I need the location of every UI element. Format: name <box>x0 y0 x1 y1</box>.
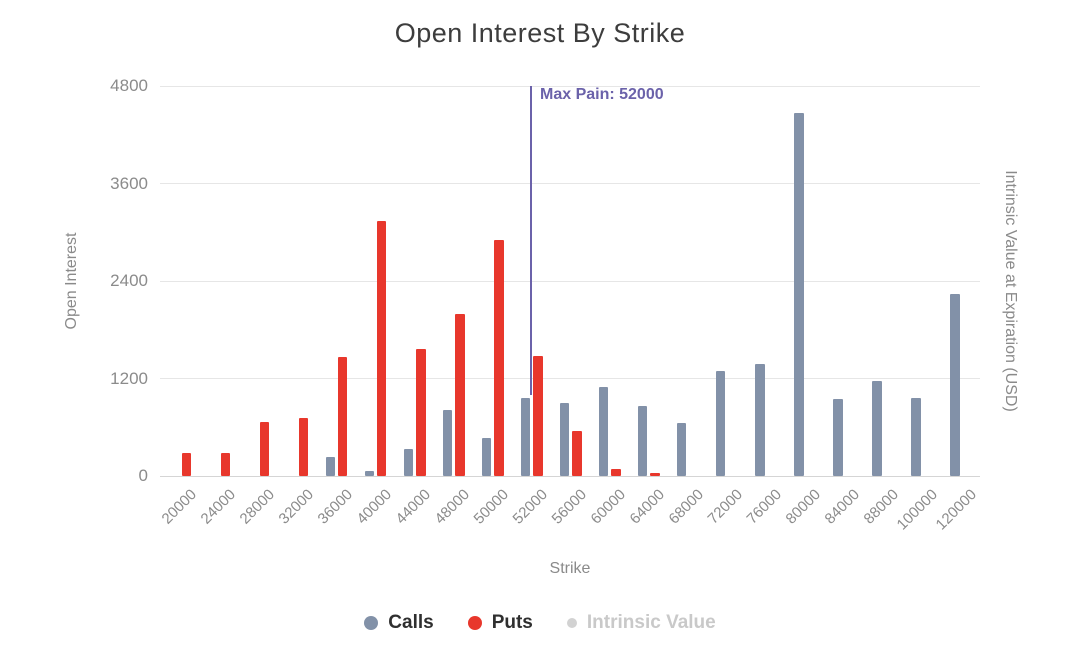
max-pain-line <box>529 86 532 395</box>
x-axis-tick-label: 32000 <box>275 486 317 528</box>
calls-legend-label: Calls <box>388 612 434 633</box>
puts-bar-48000[interactable] <box>455 313 465 476</box>
calls-bar-76000[interactable] <box>755 363 765 476</box>
puts-bar-44000[interactable] <box>416 349 426 476</box>
calls-bar-68000[interactable] <box>676 423 687 476</box>
y-axis-tick-label: 2400 <box>110 271 148 290</box>
calls-bar-40000[interactable] <box>364 471 375 476</box>
puts-bar-24000[interactable] <box>220 453 231 476</box>
calls-bar-64000[interactable] <box>637 406 648 476</box>
x-axis-title: Strike <box>549 560 591 577</box>
calls-bar-36000[interactable] <box>325 456 335 476</box>
puts-bar-28000[interactable] <box>259 421 270 476</box>
x-axis-tick-label: 36000 <box>314 486 356 528</box>
puts-bar-60000[interactable] <box>611 468 621 476</box>
x-axis-tick-label: 56000 <box>548 486 591 528</box>
puts-bar-32000[interactable] <box>298 417 309 476</box>
y-axis-tick-label: 3600 <box>110 173 148 193</box>
x-axis-tick-label: 44000 <box>392 486 434 528</box>
calls-bar-72000[interactable] <box>715 371 726 476</box>
puts-legend-marker-icon <box>467 616 482 630</box>
chart-title: Open Interest By Strike <box>394 18 686 48</box>
calls-bar-120000[interactable] <box>950 294 960 476</box>
intrinsic-value-legend-label: Intrinsic Value <box>586 612 716 633</box>
legend-item-intrinsic-value[interactable]: Intrinsic Value <box>566 612 716 634</box>
x-axis-tick-label: 24000 <box>197 486 239 528</box>
gridline-2400 <box>160 280 980 282</box>
puts-bar-56000[interactable] <box>572 430 582 476</box>
calls-legend-marker-icon <box>364 616 379 630</box>
x-axis-tick-label: 84000 <box>821 486 864 528</box>
x-axis-tick-label: 28000 <box>236 486 278 528</box>
calls-bar-100000[interactable] <box>911 398 921 476</box>
gridline-0 <box>160 475 980 477</box>
x-axis-tick-label: 64000 <box>626 486 669 528</box>
y-axis-tick-label: 4800 <box>110 76 148 95</box>
max-pain-label: Max Pain: 52000 <box>540 86 664 103</box>
puts-legend-label: Puts <box>491 612 533 633</box>
gridline-3600 <box>160 183 980 184</box>
x-axis-tick-label: 40000 <box>353 486 395 528</box>
puts-bar-36000[interactable] <box>337 357 348 476</box>
puts-bar-20000[interactable] <box>181 453 192 476</box>
x-axis-tick-label: 76000 <box>743 486 786 528</box>
calls-bar-60000[interactable] <box>598 386 609 476</box>
calls-bar-52000[interactable] <box>520 398 531 476</box>
calls-bar-80000[interactable] <box>794 112 804 476</box>
x-axis-tick-label: 48000 <box>431 486 473 528</box>
x-axis-tick-label: 60000 <box>587 486 630 528</box>
gridline-4800 <box>160 85 980 87</box>
legend-item-puts[interactable]: Puts <box>467 612 533 634</box>
y-axis-tick-label: 1200 <box>110 368 148 388</box>
calls-bar-84000[interactable] <box>833 398 843 476</box>
intrinsic-value-legend-marker-icon <box>566 618 577 628</box>
calls-bar-44000[interactable] <box>403 449 414 476</box>
puts-bar-64000[interactable] <box>650 472 660 476</box>
puts-bar-52000[interactable] <box>533 355 543 476</box>
calls-bar-56000[interactable] <box>559 402 570 476</box>
puts-bar-50000[interactable] <box>494 240 504 476</box>
x-axis-tick-label: 20000 <box>158 486 200 528</box>
x-axis-tick-label: 68000 <box>665 486 708 528</box>
y-axis-tick-label: 0 <box>138 466 148 485</box>
x-axis-tick-label: 120000 <box>933 486 981 534</box>
calls-bar-50000[interactable] <box>481 437 492 476</box>
x-axis-tick-label: 80000 <box>782 486 825 528</box>
x-axis-tick-label: 52000 <box>509 486 551 528</box>
x-axis-tick-label: 50000 <box>470 486 512 528</box>
calls-bar-48000[interactable] <box>442 410 453 476</box>
x-axis-tick-label: 100000 <box>894 486 942 534</box>
legend-item-calls[interactable]: Calls <box>364 612 434 634</box>
x-axis-tick-label: 72000 <box>704 486 747 528</box>
gridline-1200 <box>160 378 980 379</box>
legend: Calls Puts Intrinsic Value <box>0 612 1080 634</box>
puts-bar-40000[interactable] <box>376 220 387 476</box>
calls-bar-88000[interactable] <box>872 380 882 476</box>
right-axis-title: Intrinsic Value at Expiration (USD) <box>1002 170 1019 412</box>
